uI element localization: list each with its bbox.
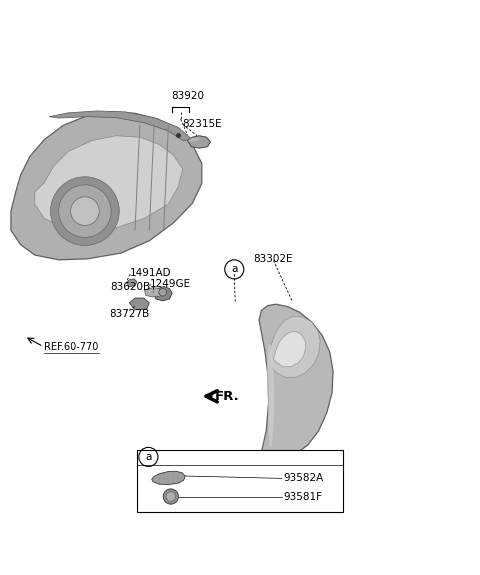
Circle shape xyxy=(50,177,119,246)
Polygon shape xyxy=(11,112,202,260)
Circle shape xyxy=(159,289,167,296)
Text: 93582A: 93582A xyxy=(283,473,323,484)
Polygon shape xyxy=(152,472,185,485)
Text: REF.60-770: REF.60-770 xyxy=(44,342,99,352)
Text: 1491AD: 1491AD xyxy=(130,268,172,278)
Text: a: a xyxy=(231,264,238,274)
Polygon shape xyxy=(274,331,306,367)
Circle shape xyxy=(59,185,111,237)
Polygon shape xyxy=(269,316,320,377)
Text: FR.: FR. xyxy=(215,390,240,403)
Polygon shape xyxy=(126,279,137,286)
Polygon shape xyxy=(259,304,333,458)
Text: a: a xyxy=(145,452,152,462)
Polygon shape xyxy=(188,136,210,148)
Polygon shape xyxy=(129,298,149,310)
Polygon shape xyxy=(35,136,183,231)
Polygon shape xyxy=(144,288,163,297)
Circle shape xyxy=(163,489,179,504)
FancyBboxPatch shape xyxy=(137,450,343,512)
Circle shape xyxy=(166,492,176,501)
Polygon shape xyxy=(49,111,192,140)
Polygon shape xyxy=(188,137,199,142)
Circle shape xyxy=(71,197,99,225)
Text: 83727B: 83727B xyxy=(109,309,149,319)
Text: 1249GE: 1249GE xyxy=(149,279,191,289)
Polygon shape xyxy=(267,345,275,446)
Text: 83620B: 83620B xyxy=(110,282,150,292)
Text: 83302E: 83302E xyxy=(253,254,293,264)
Text: 93581F: 93581F xyxy=(283,492,322,501)
Polygon shape xyxy=(153,286,172,301)
Text: 82315E: 82315E xyxy=(183,119,222,129)
Text: 83920: 83920 xyxy=(171,91,204,101)
